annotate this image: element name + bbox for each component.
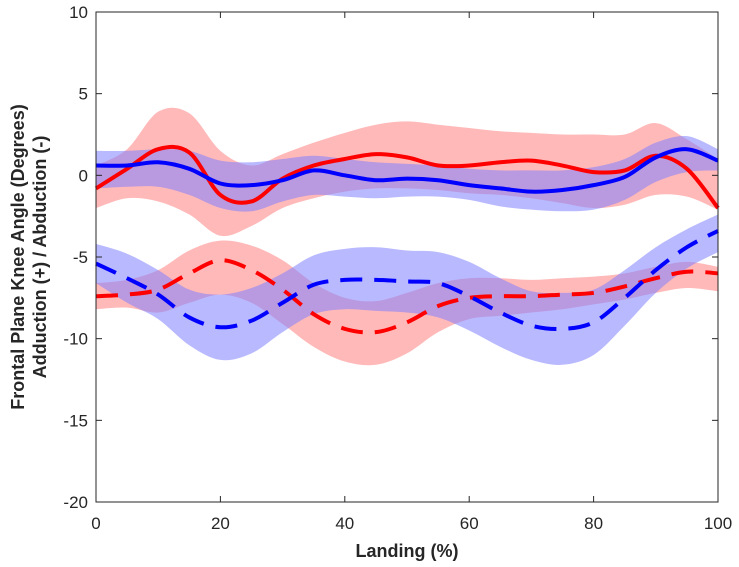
x-tick-label: 60 <box>460 514 479 533</box>
line-blue-dashed <box>95 229 719 331</box>
line-blue-solid <box>95 147 719 194</box>
x-tick-label: 0 <box>91 514 100 533</box>
x-tick-label: 20 <box>211 514 230 533</box>
x-tick-label: 80 <box>584 514 603 533</box>
y-tick-label: 10 <box>69 3 88 22</box>
y-tick-label: -15 <box>63 411 88 430</box>
band-blue-dashed <box>96 214 718 365</box>
x-axis-label: Landing (%) <box>356 541 459 561</box>
y-axis-ticks: -20 -15 -10 -5 0 5 10 <box>63 3 718 512</box>
x-tick-label: 100 <box>704 514 732 533</box>
line-red-dashed <box>95 258 719 335</box>
confidence-bands <box>96 107 718 366</box>
x-tick-label: 40 <box>335 514 354 533</box>
y-tick-label: 5 <box>79 85 88 104</box>
y-tick-label: -20 <box>63 493 88 512</box>
y-axis-label-line1: Frontal Plane Knee Angle (Degrees) <box>8 104 28 409</box>
line-red-solid <box>94 144 720 210</box>
y-tick-label: -10 <box>63 330 88 349</box>
y-tick-label: 0 <box>79 166 88 185</box>
y-axis-label-line2: Adduction (+) / Abduction (-) <box>30 136 50 379</box>
series-lines <box>94 144 720 335</box>
band-blue-solid <box>96 135 718 212</box>
x-axis-ticks: 0 20 40 60 80 100 <box>91 12 732 533</box>
y-tick-label: -5 <box>73 248 88 267</box>
